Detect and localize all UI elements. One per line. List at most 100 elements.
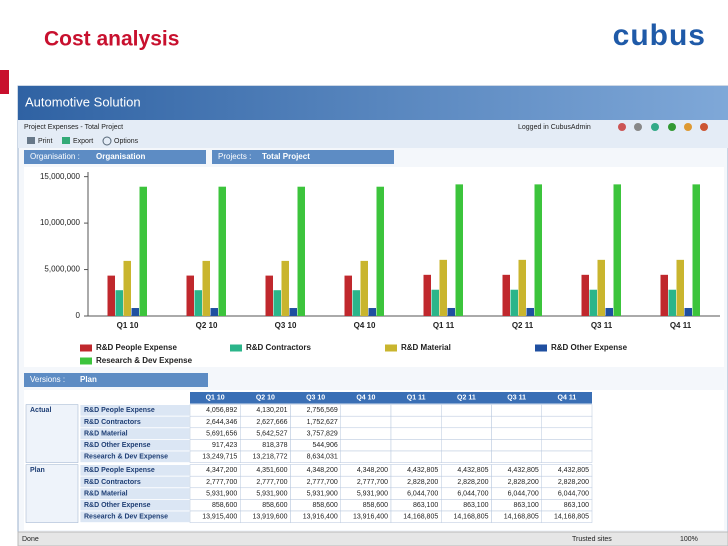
slide-title: Cost analysis	[44, 28, 179, 51]
status-text: Done	[22, 536, 39, 543]
cell-value: 4,432,805	[558, 467, 589, 474]
bar	[447, 307, 455, 316]
options-icon[interactable]	[102, 136, 112, 146]
cell-value: 3,757,829	[307, 430, 338, 437]
row-label: R&D People Expense	[84, 407, 155, 414]
cell-value: 858,600	[212, 502, 237, 509]
cell	[390, 450, 442, 463]
zoom-level: 100%	[680, 536, 698, 543]
cell-value: 14,168,805	[453, 514, 488, 521]
cell-value: 13,916,400	[303, 514, 338, 521]
cell	[441, 439, 492, 452]
bar	[273, 290, 281, 316]
bar	[281, 260, 289, 316]
cell-value: 2,644,346	[206, 419, 237, 426]
row-label: Research & Dev Expense	[84, 454, 168, 461]
filter-label: Projects :	[218, 152, 251, 161]
group-label: Actual	[30, 407, 51, 414]
cell-value: 13,915,400	[202, 514, 237, 521]
cell	[390, 427, 442, 440]
cell-value: 14,168,805	[504, 514, 539, 521]
toolbar-button[interactable]: Print	[38, 138, 52, 145]
cell-value: 5,691,656	[206, 430, 237, 437]
bar	[131, 308, 139, 316]
column-header: Q2 11	[457, 395, 476, 402]
cell-value: 5,931,900	[256, 490, 287, 497]
toolbar-icons	[618, 123, 708, 131]
login-info: Logged in CubusAdmin	[518, 124, 591, 131]
cell-value: 4,056,892	[206, 407, 237, 414]
cell-value: 6,044,700	[457, 490, 488, 497]
projects-filter[interactable]	[212, 150, 394, 164]
cell	[340, 404, 392, 417]
cell	[340, 415, 392, 429]
column-header: Q3 11	[507, 395, 526, 402]
cell-value: 6,044,700	[407, 490, 438, 497]
bar	[265, 275, 273, 316]
security-zone: Trusted sites	[572, 536, 612, 543]
toolbar-button[interactable]: Options	[114, 138, 139, 145]
bar	[518, 259, 526, 316]
cell-value: 2,828,200	[407, 479, 438, 486]
x-tick-label: Q2 10	[196, 321, 218, 330]
cell-value: 4,432,805	[508, 467, 539, 474]
app-header	[18, 86, 728, 120]
cell-value: 4,130,201	[256, 407, 287, 414]
toolbar	[18, 120, 728, 148]
versions-filter[interactable]	[24, 373, 208, 387]
bar	[684, 307, 692, 316]
cell-value: 917,423	[212, 442, 237, 449]
cell-value: 6,044,700	[508, 490, 539, 497]
print-icon[interactable]	[27, 137, 35, 144]
bar	[186, 275, 194, 316]
bar	[368, 308, 376, 316]
cell	[491, 439, 542, 452]
bar	[676, 259, 684, 316]
x-tick-label: Q1 11	[433, 321, 455, 330]
cell	[340, 427, 392, 440]
organisation-filter[interactable]	[24, 150, 206, 164]
cell-value: 8,634,031	[307, 454, 338, 461]
row-label: R&D Material	[84, 490, 128, 497]
cell-value: 858,600	[262, 502, 287, 509]
filter-label: Organisation :	[30, 152, 80, 161]
legend-swatch	[80, 344, 92, 352]
bar	[534, 184, 542, 316]
cell	[390, 404, 442, 417]
cell-value: 13,249,715	[202, 454, 237, 461]
group-cell	[25, 404, 79, 463]
cell-value: 2,828,200	[558, 479, 589, 486]
cell-value: 863,100	[413, 502, 438, 509]
row-label: R&D Contractors	[84, 479, 141, 486]
status-bar	[17, 531, 728, 546]
filter-label: Versions :	[30, 375, 65, 384]
row-label: R&D Other Expense	[84, 502, 151, 509]
bar	[123, 260, 131, 316]
cell-value: 2,777,700	[206, 479, 237, 486]
legend-swatch	[230, 344, 242, 352]
cell-value: 863,100	[513, 502, 538, 509]
cell-value: 2,627,666	[256, 419, 287, 426]
bar	[289, 308, 297, 316]
bar	[455, 184, 463, 316]
cell	[541, 404, 593, 417]
cell-value: 863,100	[564, 502, 589, 509]
toolbar-button[interactable]: Export	[73, 138, 93, 145]
cell	[340, 439, 392, 452]
export-icon[interactable]	[62, 137, 70, 144]
cell	[441, 404, 492, 417]
column-header: Q1 11	[407, 395, 426, 402]
x-tick-label: Q1 10	[117, 321, 139, 330]
column-header: Q2 10	[256, 395, 275, 402]
cell-value: 5,931,900	[206, 490, 237, 497]
column-header: Q4 10	[356, 395, 375, 402]
row-label: R&D Contractors	[84, 419, 141, 426]
y-tick-label: 0	[76, 311, 81, 320]
bar	[431, 289, 439, 316]
cell-value: 1,752,627	[307, 419, 338, 426]
bar	[668, 289, 676, 316]
cell	[390, 439, 442, 452]
cell	[441, 415, 492, 429]
legend-swatch	[80, 357, 92, 365]
